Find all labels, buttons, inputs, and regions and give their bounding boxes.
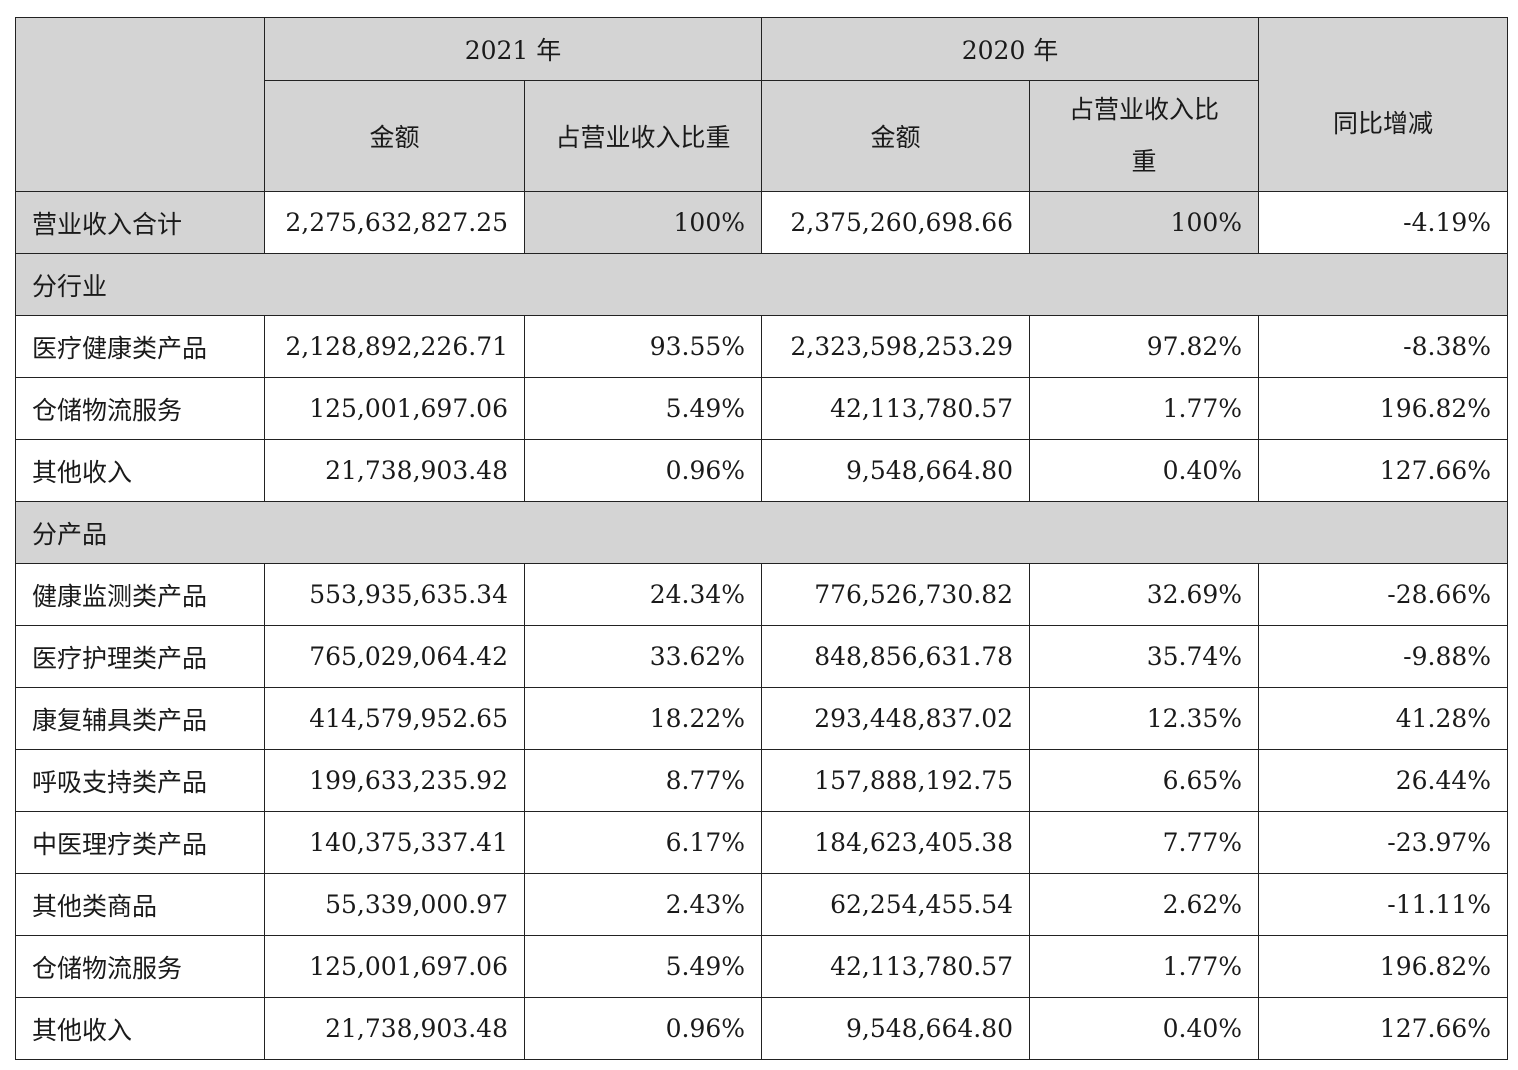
share-2021: 93.55% [523, 315, 763, 378]
amount-2021: 553,935,635.34 [264, 563, 525, 626]
row-label: 医疗护理类产品 [15, 625, 265, 688]
yoy-change: 196.82% [1258, 935, 1509, 998]
amount-2020: 293,448,837.02 [761, 687, 1031, 750]
share-2020: 32.69% [1029, 563, 1260, 626]
amount-2021: 21,738,903.48 [264, 997, 525, 1060]
share-2021: 24.34% [523, 563, 763, 626]
table-row: 医疗护理类产品 765,029,064.42 33.62% 848,856,63… [15, 625, 1509, 688]
share-2020: 0.40% [1029, 439, 1260, 502]
header-row-columns: 金额 占营业收入比重 金额 占营业收入比重 [16, 80, 1508, 192]
share-2020: 1.77% [1029, 377, 1260, 440]
amount-2020: 9,548,664.80 [761, 439, 1031, 502]
section-label-product: 分产品 [14, 501, 1509, 564]
row-label: 其他收入 [15, 997, 265, 1060]
yoy-change: -8.38% [1258, 315, 1509, 378]
share-2020: 6.65% [1029, 749, 1260, 812]
header-amount-2021: 金额 [264, 80, 525, 192]
amount-2020: 184,623,405.38 [761, 811, 1031, 874]
amount-2020: 848,856,631.78 [761, 625, 1031, 688]
table-row: 其他收入 21,738,903.48 0.96% 9,548,664.80 0.… [15, 997, 1509, 1060]
row-label: 仓储物流服务 [15, 935, 265, 998]
revenue-table: 2021 年 2020 年 同比增减 金额 占营业收入比重 金额 占营业收入比重… [14, 17, 1509, 1060]
total-amount-2020: 2,375,260,698.66 [761, 191, 1031, 254]
share-2021: 5.49% [523, 377, 763, 440]
row-label: 中医理疗类产品 [15, 811, 265, 874]
share-2021: 0.96% [523, 997, 763, 1060]
amount-2021: 125,001,697.06 [264, 377, 525, 440]
share-2020: 12.35% [1029, 687, 1260, 750]
section-row-product: 分产品 [14, 501, 1509, 564]
total-share-2021: 100% [523, 191, 763, 254]
share-2021: 8.77% [523, 749, 763, 812]
header-yoy: 同比增减 [1258, 17, 1509, 192]
yoy-change: -23.97% [1258, 811, 1509, 874]
amount-2021: 125,001,697.06 [264, 935, 525, 998]
yoy-change: -11.11% [1258, 873, 1509, 936]
row-label: 呼吸支持类产品 [15, 749, 265, 812]
amount-2020: 62,254,455.54 [761, 873, 1031, 936]
share-2021: 2.43% [523, 873, 763, 936]
yoy-change: 127.66% [1258, 439, 1509, 502]
table-row: 呼吸支持类产品 199,633,235.92 8.77% 157,888,192… [15, 749, 1509, 812]
yoy-change: -9.88% [1258, 625, 1509, 688]
yoy-change: 26.44% [1258, 749, 1509, 812]
share-2021: 6.17% [523, 811, 763, 874]
section-label-industry: 分行业 [14, 253, 1509, 316]
header-share-2020: 占营业收入比重 [1029, 80, 1260, 192]
row-label: 健康监测类产品 [15, 563, 265, 626]
amount-2020: 776,526,730.82 [761, 563, 1031, 626]
total-row: 营业收入合计 2,275,632,827.25 100% 2,375,260,6… [15, 191, 1509, 254]
share-2020: 1.77% [1029, 935, 1260, 998]
total-amount-2021: 2,275,632,827.25 [264, 191, 525, 254]
amount-2021: 414,579,952.65 [264, 687, 525, 750]
amount-2021: 765,029,064.42 [264, 625, 525, 688]
share-2021: 18.22% [523, 687, 763, 750]
share-2020: 97.82% [1029, 315, 1260, 378]
header-share-2021: 占营业收入比重 [523, 80, 763, 192]
amount-2021: 55,339,000.97 [264, 873, 525, 936]
section-row-industry: 分行业 [14, 253, 1509, 316]
table-row: 其他类商品 55,339,000.97 2.43% 62,254,455.54 … [15, 873, 1509, 936]
header-year-2021: 2021 年 [263, 17, 763, 81]
share-2021: 33.62% [523, 625, 763, 688]
header-amount-2020: 金额 [761, 80, 1031, 192]
total-share-2020: 100% [1029, 191, 1260, 254]
share-2021: 5.49% [523, 935, 763, 998]
amount-2021: 140,375,337.41 [264, 811, 525, 874]
amount-2020: 42,113,780.57 [761, 377, 1031, 440]
amount-2020: 157,888,192.75 [761, 749, 1031, 812]
total-label: 营业收入合计 [15, 191, 265, 254]
table-row: 健康监测类产品 553,935,635.34 24.34% 776,526,73… [15, 563, 1509, 626]
table-row: 康复辅具类产品 414,579,952.65 18.22% 293,448,83… [15, 687, 1509, 750]
row-label: 仓储物流服务 [15, 377, 265, 440]
row-label: 医疗健康类产品 [15, 315, 265, 378]
header-year-2020: 2020 年 [761, 17, 1260, 81]
table-row: 仓储物流服务 125,001,697.06 5.49% 42,113,780.5… [15, 377, 1509, 440]
row-label: 康复辅具类产品 [15, 687, 265, 750]
amount-2021: 2,128,892,226.71 [264, 315, 525, 378]
yoy-change: -28.66% [1258, 563, 1509, 626]
share-2020: 35.74% [1029, 625, 1260, 688]
row-label: 其他类商品 [15, 873, 265, 936]
yoy-change: 41.28% [1258, 687, 1509, 750]
row-label: 其他收入 [15, 439, 265, 502]
yoy-change: 127.66% [1258, 997, 1509, 1060]
share-2020: 7.77% [1029, 811, 1260, 874]
share-2020: 0.40% [1029, 997, 1260, 1060]
amount-2020: 42,113,780.57 [761, 935, 1031, 998]
amount-2020: 9,548,664.80 [761, 997, 1031, 1060]
table-row: 医疗健康类产品 2,128,892,226.71 93.55% 2,323,59… [15, 315, 1509, 378]
total-yoy: -4.19% [1258, 191, 1509, 254]
yoy-change: 196.82% [1258, 377, 1509, 440]
table-row: 其他收入 21,738,903.48 0.96% 9,548,664.80 0.… [15, 439, 1509, 502]
amount-2020: 2,323,598,253.29 [761, 315, 1031, 378]
amount-2021: 21,738,903.48 [264, 439, 525, 502]
share-2020: 2.62% [1029, 873, 1260, 936]
amount-2021: 199,633,235.92 [264, 749, 525, 812]
share-2021: 0.96% [523, 439, 763, 502]
table-row: 仓储物流服务 125,001,697.06 5.49% 42,113,780.5… [15, 935, 1509, 998]
table-row: 中医理疗类产品 140,375,337.41 6.17% 184,623,405… [15, 811, 1509, 874]
header-row-years: 2021 年 2020 年 同比增减 [15, 17, 1509, 192]
header-corner-cell [15, 17, 265, 192]
